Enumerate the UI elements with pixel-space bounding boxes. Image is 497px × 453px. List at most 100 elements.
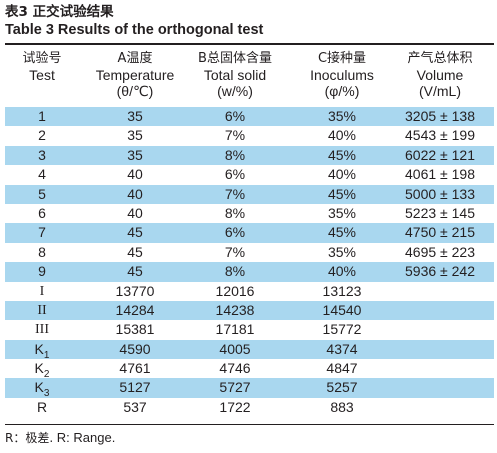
table-row: I 13770 12016 13123 [5, 281, 494, 301]
row-label-cell: 6 [38, 204, 46, 221]
table-row: 4 40 6% 40% 4061 ± 198 [5, 165, 494, 185]
row-label-cell: K3 [34, 379, 50, 400]
table-cell: 6% [224, 224, 246, 241]
row-label-cell: 9 [38, 263, 46, 280]
table-cell: 1722 [219, 398, 251, 415]
header-inoculums: C接种量 Inoculums (φ/%) [310, 51, 374, 99]
table-cell: 14540 [322, 301, 362, 318]
table-cell: 13123 [322, 282, 362, 299]
row-label-cell: 3 [38, 146, 46, 163]
table-row: 1 35 6% 35% 3205 ± 138 [5, 107, 494, 127]
table-cell: 5127 [119, 379, 151, 396]
table-cell: 6022 ± 121 [405, 146, 475, 163]
table-cell: 45 [127, 263, 143, 280]
table-cell: 45 [127, 224, 143, 241]
table-row: R 537 1722 883 [5, 397, 494, 418]
table-cell: 45% [327, 146, 357, 163]
caption-english: Table 3 Results of the orthogonal test [5, 21, 263, 39]
table-cell: 4543 ± 199 [405, 127, 475, 144]
table-cell: 15772 [322, 321, 362, 338]
table-cell: 13770 [115, 282, 155, 299]
table-row: II 14284 14238 14540 [5, 300, 494, 321]
table-cell: 5936 ± 242 [405, 263, 475, 280]
table-cell: 4746 [219, 360, 251, 377]
table-cell: 4695 ± 223 [405, 243, 475, 260]
table-cell: 35 [127, 146, 143, 163]
table-cell: 40 [127, 204, 143, 221]
table-cell: 6% [224, 166, 246, 183]
table-body: 1 35 6% 35% 3205 ± 138 2 35 7% 40% 4543 ± 199 3 35 8… [5, 107, 494, 418]
table-cell: 35% [327, 108, 357, 124]
table-cell: 7% [224, 243, 246, 260]
row-label-cell: 2 [38, 127, 46, 144]
table-row: 6 40 8% 35% 5223 ± 145 [5, 203, 494, 224]
table-cell: 537 [123, 398, 147, 415]
table-cell: 4847 [326, 360, 358, 377]
caption-en-prefix: Table 3 [5, 22, 54, 38]
table-cell: 4590 [119, 340, 151, 357]
table-cell: 45 [127, 243, 143, 260]
header-total-solid: B总固体含量 Total solid (w/%) [198, 51, 272, 99]
row-label-cell: 8 [38, 243, 46, 260]
table-cell: 8% [224, 263, 246, 280]
row-label-cell: II [37, 302, 47, 318]
table-cell: 883 [330, 398, 354, 415]
header-volume: 产气总体积 Volume (V/mL) [407, 51, 473, 99]
table-row: K2 4761 4746 4847 [5, 359, 494, 380]
table-row: 3 35 8% 45% 6022 ± 121 [5, 145, 494, 166]
table-cell: 45% [327, 185, 357, 202]
table-cell: 4061 ± 198 [405, 166, 475, 183]
table-cell: 4750 ± 215 [405, 224, 475, 241]
table-caption: 表3 正交试验结果 Table 3 Results of the orthogo… [5, 3, 263, 39]
row-label-cell: 1 [38, 108, 46, 124]
table-row: III 15381 17181 15772 [5, 320, 494, 340]
row-label-cell: R [36, 398, 48, 415]
table-cell: 40% [327, 127, 357, 144]
table-cell: 14238 [215, 301, 255, 318]
table-top-rule [5, 43, 494, 45]
row-label-cell: K2 [34, 360, 50, 380]
row-label-cell: K1 [34, 340, 50, 361]
table-cell: 7% [224, 127, 246, 144]
table-cell: 45% [327, 224, 357, 241]
table-cell: 4761 [119, 360, 151, 377]
table-row: 8 45 7% 35% 4695 ± 223 [5, 242, 494, 263]
caption-cn-title: 正交试验结果 [32, 4, 114, 20]
header-test: 试验号 Test [22, 51, 62, 83]
table-cell: 14284 [115, 301, 155, 318]
row-label-cell: 7 [38, 224, 46, 241]
table-cell: 4374 [326, 340, 358, 357]
row-label-cell: 4 [38, 166, 46, 183]
table-cell: 40% [327, 263, 357, 280]
table-cell: 8% [224, 146, 246, 163]
table-row: K1 4590 4005 4374 [5, 339, 494, 360]
table-cell: 12016 [215, 282, 255, 299]
table-cell: 15381 [115, 321, 155, 338]
table-cell: 5257 [326, 379, 358, 396]
caption-cn-prefix: 表3 [5, 4, 28, 20]
table-cell: 5000 ± 133 [405, 185, 475, 202]
table-cell: 17181 [215, 321, 255, 338]
table-cell: 5727 [219, 379, 251, 396]
table-row: 7 45 6% 45% 4750 ± 215 [5, 223, 494, 243]
table-cell: 40% [327, 166, 357, 183]
table-row: 9 45 8% 40% 5936 ± 242 [5, 262, 494, 282]
table-cell: 7% [224, 185, 246, 202]
header-temperature: A温度 Temperature (θ/℃) [95, 51, 175, 99]
table-cell: 5223 ± 145 [405, 204, 475, 221]
table-cell: 40 [127, 166, 143, 183]
table-cell: 4005 [219, 340, 251, 357]
row-label-cell: 5 [38, 185, 46, 202]
table-cell: 40 [127, 185, 143, 202]
table-cell: 8% [224, 204, 246, 221]
table-footnote: R：极差. R: Range. [5, 430, 116, 445]
table-cell: 35% [327, 243, 357, 260]
table-cell: 35 [127, 127, 143, 144]
table-cell: 3205 ± 138 [405, 108, 475, 124]
table-row: K3 5127 5727 5257 [5, 378, 494, 399]
table-bottom-rule [5, 424, 494, 425]
row-label-cell: III [35, 322, 49, 338]
orthogonal-results-table: 试验号 Test A温度 Temperature (θ/℃) B总固体含量 To… [5, 45, 494, 418]
table-cell: 35 [127, 108, 143, 124]
caption-en-title: Results of the orthogonal test [57, 22, 264, 38]
